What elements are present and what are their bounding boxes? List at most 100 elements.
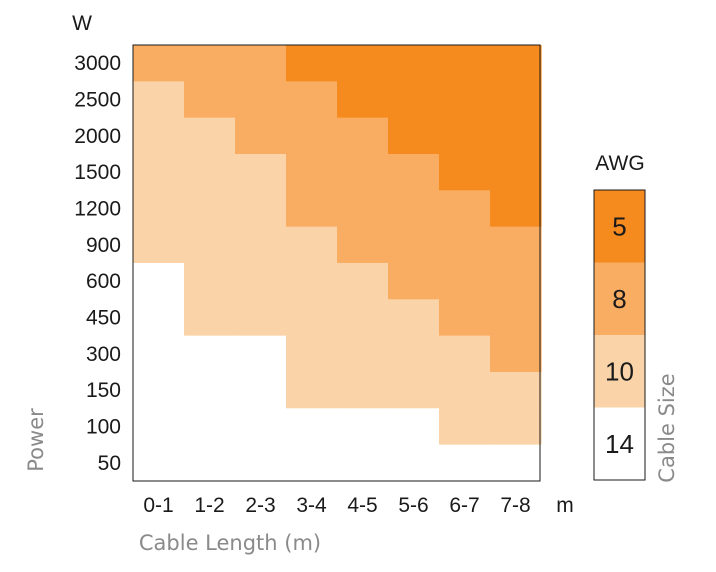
legend-title: AWG bbox=[595, 152, 644, 175]
heatmap-cell bbox=[388, 371, 440, 409]
heatmap-cell bbox=[388, 190, 440, 228]
heatmap-cell bbox=[235, 117, 287, 155]
y-tick-label: 1500 bbox=[74, 161, 121, 184]
y-axis-ticks: 3000 2500 2000 1500 1200 900 600 450 300 150 100 50 bbox=[74, 52, 121, 475]
heatmap-cell bbox=[439, 408, 491, 446]
heatmap-cell bbox=[133, 335, 185, 373]
heatmap-cell bbox=[286, 408, 338, 446]
heatmap-cell bbox=[439, 117, 491, 155]
heatmap-cell bbox=[490, 81, 542, 119]
heatmap-cell bbox=[439, 444, 491, 482]
y-axis-title: Power bbox=[24, 408, 48, 472]
y-axis-unit: W bbox=[72, 12, 92, 35]
x-axis-ticks: 0-1 1-2 2-3 3-4 4-5 5-6 6-7 7-8 bbox=[143, 494, 530, 517]
legend-value-label: 14 bbox=[605, 429, 634, 459]
heatmap-cell bbox=[235, 153, 287, 191]
heatmap-cell bbox=[439, 45, 491, 82]
heatmap-cell bbox=[133, 45, 185, 82]
heatmap-cell bbox=[388, 444, 440, 482]
heatmap-cell bbox=[388, 408, 440, 446]
heatmap-cell bbox=[337, 45, 389, 82]
x-axis-unit: m bbox=[556, 494, 574, 517]
y-tick-label: 600 bbox=[86, 270, 121, 293]
x-tick-label: 1-2 bbox=[194, 494, 224, 517]
heatmap-cell bbox=[235, 190, 287, 228]
heatmap-cell bbox=[388, 117, 440, 155]
heatmap-cell bbox=[439, 371, 491, 409]
x-tick-label: 2-3 bbox=[245, 494, 275, 517]
heatmap-cell bbox=[133, 81, 185, 119]
heatmap-cell bbox=[388, 226, 440, 264]
y-tick-label: 1200 bbox=[74, 197, 121, 220]
heatmap-cell bbox=[133, 117, 185, 155]
x-tick-label: 3-4 bbox=[296, 494, 327, 517]
heatmap-cell bbox=[286, 262, 338, 300]
heatmap-cell bbox=[337, 299, 389, 337]
legend-swatch bbox=[594, 407, 645, 481]
heatmap-cell bbox=[490, 153, 542, 191]
x-tick-label: 6-7 bbox=[449, 494, 479, 517]
plot-frame bbox=[132, 44, 541, 482]
heatmap-cell bbox=[337, 226, 389, 264]
heatmap-cell bbox=[133, 153, 185, 191]
heatmap-cell bbox=[490, 117, 542, 155]
heatmap-cell bbox=[337, 262, 389, 300]
heatmap-cell bbox=[337, 153, 389, 191]
heatmap-cell bbox=[337, 190, 389, 228]
heatmap-cell bbox=[286, 299, 338, 337]
heatmap-cell bbox=[133, 190, 185, 228]
heatmap-cell bbox=[337, 444, 389, 482]
heatmap-cell bbox=[439, 226, 491, 264]
legend: 5 8 10 14 bbox=[593, 189, 646, 481]
heatmap-cell bbox=[235, 45, 287, 82]
heatmap-cell bbox=[286, 45, 338, 82]
heatmap-cell bbox=[337, 408, 389, 446]
heatmap-cell bbox=[439, 262, 491, 300]
x-tick-label: 7-8 bbox=[500, 494, 530, 517]
heatmap-cell bbox=[337, 81, 389, 119]
heatmap-cell bbox=[490, 444, 542, 482]
heatmap-cell bbox=[184, 190, 236, 228]
heatmap-cell bbox=[490, 226, 542, 264]
heatmap-cell bbox=[184, 262, 236, 300]
y-tick-label: 50 bbox=[98, 452, 121, 475]
heatmap-cell bbox=[490, 335, 542, 373]
y-tick-label: 300 bbox=[86, 343, 121, 366]
legend-label: Cable Size bbox=[655, 373, 679, 482]
heatmap-cell bbox=[337, 117, 389, 155]
y-tick-label: 2500 bbox=[74, 88, 121, 111]
heatmap-cell bbox=[235, 408, 287, 446]
legend-frame bbox=[593, 189, 646, 481]
heatmap-cell bbox=[439, 335, 491, 373]
heatmap-cell bbox=[490, 262, 542, 300]
heatmap-cell bbox=[490, 371, 542, 409]
legend-value-label: 10 bbox=[605, 356, 634, 386]
heatmap-cell bbox=[439, 81, 491, 119]
heatmap-cell bbox=[439, 190, 491, 228]
heatmap-cell bbox=[439, 299, 491, 337]
heatmap-cell bbox=[388, 153, 440, 191]
x-tick-label: 0-1 bbox=[143, 494, 173, 517]
heatmap-cell bbox=[184, 408, 236, 446]
heatmap-cell bbox=[388, 262, 440, 300]
heatmap-cell bbox=[286, 117, 338, 155]
heatmap-cell bbox=[133, 262, 185, 300]
heatmap-cell bbox=[235, 81, 287, 119]
heatmap-cell bbox=[388, 81, 440, 119]
heatmap-cell bbox=[235, 299, 287, 337]
heatmap-cell bbox=[133, 299, 185, 337]
heatmap-cell bbox=[388, 335, 440, 373]
legend-swatch bbox=[594, 335, 645, 409]
heatmap-cell bbox=[184, 444, 236, 482]
heatmap-cell bbox=[184, 81, 236, 119]
heatmap-cell bbox=[286, 335, 338, 373]
heatmap-cell bbox=[439, 153, 491, 191]
y-tick-label: 2000 bbox=[74, 125, 121, 148]
heatmap-cell bbox=[133, 444, 185, 482]
y-tick-label: 900 bbox=[86, 234, 121, 257]
heatmap-cell bbox=[184, 153, 236, 191]
y-tick-label: 450 bbox=[86, 306, 121, 329]
x-axis-title: Cable Length (m) bbox=[139, 531, 321, 555]
heatmap-cell bbox=[490, 190, 542, 228]
